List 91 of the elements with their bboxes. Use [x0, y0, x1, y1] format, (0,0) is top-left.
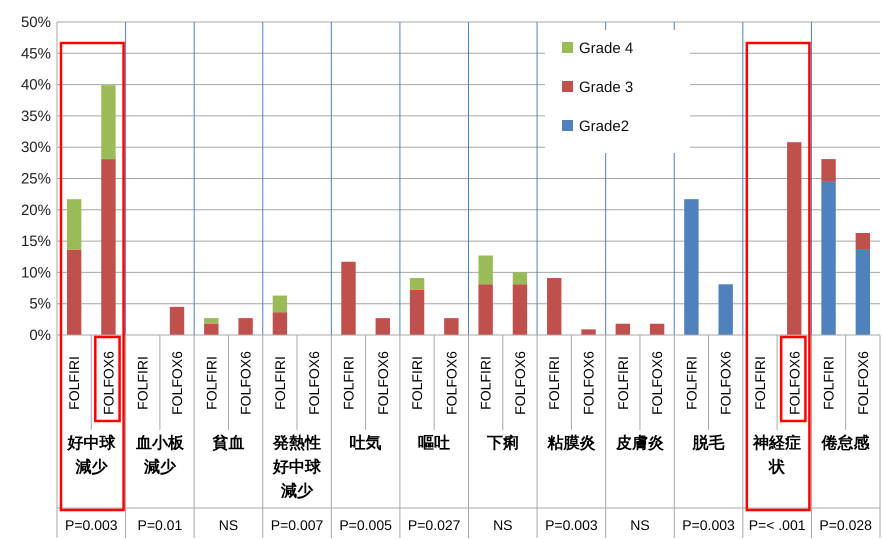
x-tick-label: FOLFOX6: [580, 350, 597, 415]
text: 神経症状: [752, 434, 802, 476]
x-tick-label: FOLFIRI: [409, 356, 426, 410]
x-tick-label: FOLFIRI: [478, 356, 494, 410]
bar: [650, 324, 664, 335]
text: 発熱性好中球減少: [272, 434, 322, 500]
x-tick-label: FOLFOX6: [786, 350, 802, 415]
y-tick-label: 30%: [20, 139, 51, 156]
bar: [204, 324, 219, 335]
text: 脱毛: [692, 434, 726, 452]
bar: [821, 159, 836, 182]
bar: [204, 318, 219, 324]
y-tick-label: 45%: [20, 45, 51, 62]
text: 倦怠感: [820, 434, 871, 452]
x-tick-label: FOLFOX6: [306, 350, 322, 415]
bar: [410, 278, 424, 290]
text: NS: [630, 517, 650, 533]
bar: [272, 296, 288, 312]
text: NS: [218, 517, 238, 533]
bar: [616, 324, 630, 335]
y-tick-label: 25%: [20, 170, 51, 188]
x-tick-label: FOLFOX6: [512, 350, 528, 415]
x-tick-label: FOLFOX6: [718, 350, 734, 415]
text: P=0.003: [545, 517, 598, 533]
text: P=0.01: [137, 517, 182, 533]
y-tick-label: 5%: [29, 296, 51, 313]
bar: [478, 284, 493, 335]
y-tick-label: 50%: [20, 14, 51, 31]
bar: [512, 272, 528, 284]
bar: [101, 159, 116, 335]
bar: [478, 256, 493, 284]
y-tick-label: 35%: [20, 108, 51, 125]
text: 下痢: [486, 434, 519, 452]
text: P=0.027: [408, 517, 461, 533]
bar: [512, 284, 528, 335]
x-tick-label: FOLFIRI: [134, 356, 151, 410]
text: P=0.028: [819, 517, 872, 533]
text: 粘膜炎: [546, 434, 596, 452]
x-tick-label: FOLFOX6: [169, 350, 186, 415]
text: P=0.007: [270, 517, 324, 533]
bar: [376, 318, 390, 335]
x-tick-label: FOLFIRI: [66, 356, 82, 410]
y-tick-label: 0%: [29, 327, 51, 344]
text: 吐気: [350, 434, 382, 452]
x-tick-label: FOLFIRI: [614, 356, 631, 410]
x-tick-label: FOLFIRI: [340, 356, 356, 410]
x-tick-label: FOLFOX6: [649, 350, 666, 415]
y-tick-label: 20%: [20, 202, 51, 219]
x-tick-label: FOLFIRI: [203, 356, 220, 410]
x-tick-label: FOLFOX6: [374, 350, 391, 415]
bar: [684, 199, 699, 335]
y-tick-label: 15%: [20, 233, 51, 250]
bar: [238, 318, 253, 335]
x-tick-label: FOLFIRI: [752, 356, 768, 410]
x-tick-label: FOLFIRI: [820, 356, 837, 410]
bar: [856, 232, 870, 250]
y-tick-label: 40%: [20, 76, 51, 94]
bar: [444, 318, 459, 335]
text: P=< .001: [748, 517, 806, 533]
x-tick-label: FOLFOX6: [100, 350, 116, 415]
bar: [101, 85, 116, 160]
bar: [170, 306, 184, 335]
bar: [272, 312, 288, 335]
text: P=0.003: [65, 517, 118, 533]
bar: [787, 142, 802, 335]
bar: [856, 250, 870, 335]
legend-label: Grade 3: [579, 79, 634, 96]
bar: [66, 199, 82, 250]
text: P=0.003: [682, 517, 736, 533]
bar: [66, 250, 82, 335]
legend-label: Grade 4: [579, 40, 634, 57]
text: 嘔吐: [418, 434, 450, 452]
text: 好中球減少: [66, 434, 116, 476]
text: 血小板減少: [134, 434, 185, 476]
x-tick-label: FOLFOX6: [854, 350, 871, 415]
text: NS: [493, 517, 513, 533]
y-tick-label: 10%: [20, 264, 51, 282]
bar: [547, 278, 562, 335]
bar: [341, 262, 356, 335]
x-tick-label: FOLFOX6: [238, 350, 254, 415]
text: 皮膚炎: [614, 434, 664, 452]
bar: [718, 284, 733, 335]
x-tick-label: FOLFIRI: [546, 356, 562, 410]
x-tick-label: FOLFOX6: [443, 350, 460, 415]
bar: [410, 290, 424, 335]
x-tick-label: FOLFIRI: [683, 356, 700, 410]
text: 貧血: [211, 434, 244, 452]
bar: [821, 182, 836, 335]
legend-label: Grade2: [579, 118, 630, 135]
text: P=0.005: [339, 517, 392, 533]
x-tick-label: FOLFIRI: [272, 356, 288, 410]
